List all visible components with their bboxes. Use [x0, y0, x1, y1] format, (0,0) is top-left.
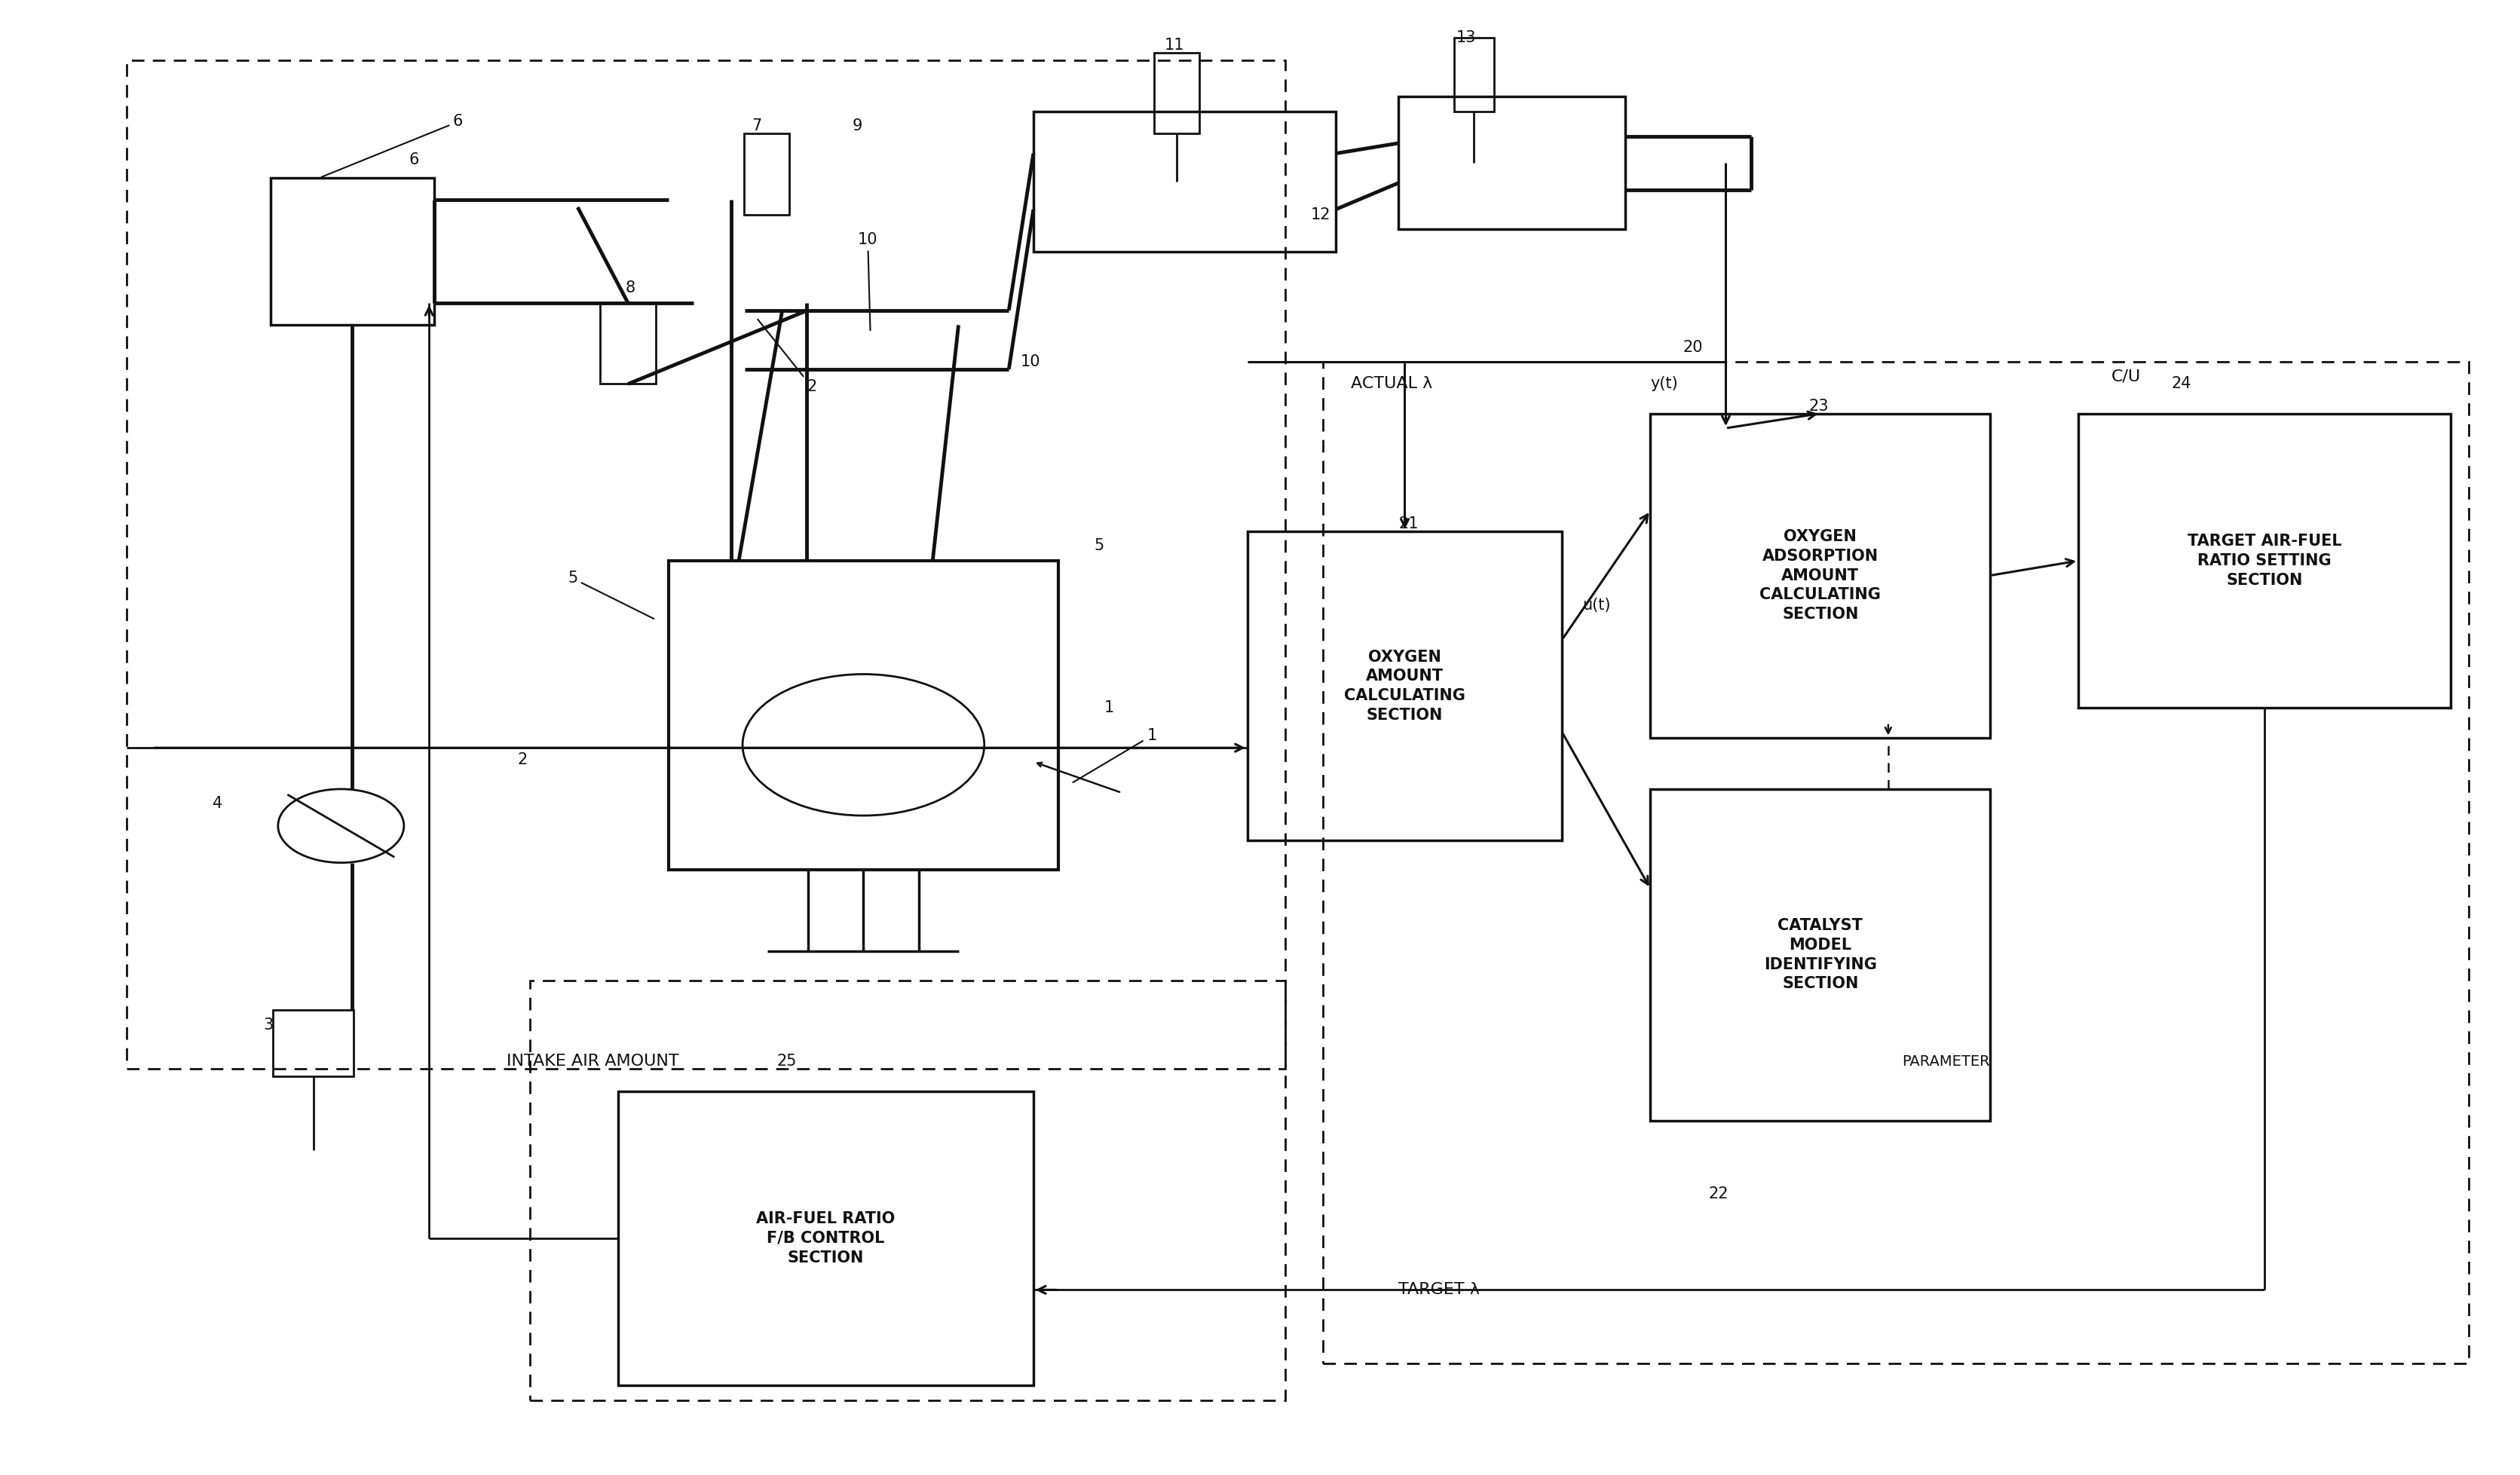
- Text: 21: 21: [1399, 516, 1419, 531]
- Bar: [668, 560, 1058, 870]
- Text: 2: 2: [517, 752, 527, 767]
- Bar: [617, 1092, 1033, 1385]
- Text: OXYGEN
AMOUNT
CALCULATING
SECTION: OXYGEN AMOUNT CALCULATING SECTION: [1343, 649, 1467, 723]
- Text: 7: 7: [751, 118, 761, 134]
- Text: 10: 10: [1021, 354, 1041, 369]
- Text: 4: 4: [212, 796, 222, 811]
- Bar: [272, 1010, 353, 1077]
- Text: 5: 5: [567, 571, 653, 618]
- Text: TARGET AIR-FUEL
RATIO SETTING
SECTION: TARGET AIR-FUEL RATIO SETTING SECTION: [2187, 534, 2341, 587]
- Text: 12: 12: [1310, 206, 1331, 223]
- Bar: [600, 302, 655, 384]
- Bar: [1247, 531, 1562, 841]
- Text: INTAKE AIR AMOUNT: INTAKE AIR AMOUNT: [507, 1055, 678, 1069]
- Text: CATALYST
MODEL
IDENTIFYING
SECTION: CATALYST MODEL IDENTIFYING SECTION: [1764, 919, 1877, 991]
- Text: ACTUAL λ: ACTUAL λ: [1351, 376, 1431, 391]
- Text: 6: 6: [408, 152, 418, 168]
- Bar: [2079, 413, 2452, 708]
- Bar: [126, 60, 1285, 1069]
- Bar: [1651, 413, 1991, 738]
- Text: 2: 2: [759, 320, 816, 394]
- Text: 3: 3: [262, 1018, 272, 1032]
- Bar: [1154, 53, 1200, 134]
- Text: 11: 11: [1164, 38, 1184, 53]
- Bar: [1033, 112, 1336, 251]
- Text: 10: 10: [857, 232, 877, 330]
- Bar: [743, 134, 789, 215]
- Text: y(t): y(t): [1651, 376, 1678, 391]
- Bar: [1651, 789, 1991, 1121]
- Text: 24: 24: [2172, 376, 2192, 391]
- Text: 8: 8: [625, 280, 635, 296]
- Text: 23: 23: [1809, 398, 1830, 413]
- Bar: [529, 981, 1285, 1400]
- Text: 20: 20: [1683, 339, 1704, 354]
- Text: 6: 6: [323, 114, 464, 177]
- Text: 22: 22: [1709, 1186, 1729, 1202]
- Text: 1: 1: [1104, 701, 1114, 715]
- Text: u(t): u(t): [1583, 597, 1610, 612]
- Bar: [1454, 38, 1494, 112]
- Text: 25: 25: [776, 1055, 796, 1069]
- Text: TARGET λ: TARGET λ: [1399, 1282, 1479, 1298]
- Text: 5: 5: [1094, 538, 1104, 553]
- Bar: [270, 178, 433, 324]
- Text: 1: 1: [1074, 729, 1157, 782]
- Text: 13: 13: [1457, 31, 1477, 46]
- Bar: [1399, 97, 1625, 229]
- Text: AIR-FUEL RATIO
F/B CONTROL
SECTION: AIR-FUEL RATIO F/B CONTROL SECTION: [756, 1211, 895, 1266]
- Text: 9: 9: [852, 118, 862, 134]
- Text: PARAMETER: PARAMETER: [1903, 1055, 1991, 1069]
- Bar: [1323, 361, 2470, 1363]
- Text: C/U: C/U: [2112, 369, 2139, 383]
- Text: OXYGEN
ADSORPTION
AMOUNT
CALCULATING
SECTION: OXYGEN ADSORPTION AMOUNT CALCULATING SEC…: [1759, 530, 1880, 621]
